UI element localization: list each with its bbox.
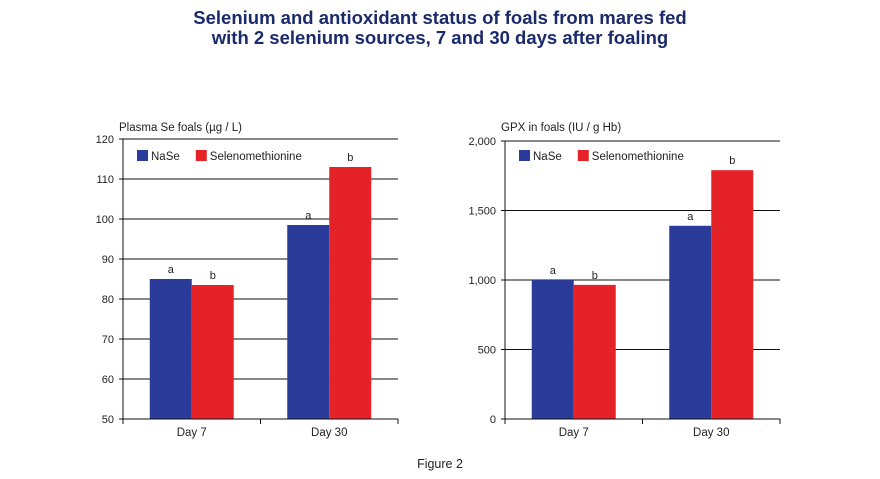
chart-title: Selenium and antioxidant status of foals… [0,8,880,48]
y-tick-label: 1,500 [468,206,496,218]
y-tick-label: 500 [478,345,496,357]
figure-caption: Figure 2 [417,457,463,471]
x-tick-label: Day 30 [693,427,729,439]
bar-selenomethionine-day-7 [573,284,616,419]
y-tick-label: 0 [490,414,496,426]
legend-label-nase: NaSe [151,151,180,163]
y-tick-label: 70 [102,334,114,346]
y-tick-label: 110 [96,174,114,186]
x-tick-label: Day 7 [177,427,207,439]
bar-selenomethionine-day-30 [329,167,372,419]
bar-selenomethionine-day-30 [711,170,754,419]
title-line-2: with 2 selenium sources, 7 and 30 days a… [211,27,669,48]
legend-label-selenomethionine: Selenomethionine [592,151,684,163]
y-tick-label: 80 [102,294,114,306]
y-axis-label: Plasma Se foals (µg / L) [119,122,242,134]
legend-label-nase: NaSe [533,151,562,163]
y-tick-label: 50 [102,414,114,426]
bar-nase-day-30 [287,225,330,419]
legend-label-selenomethionine: Selenomethionine [210,151,302,163]
y-tick-label: 100 [96,214,114,226]
legend-swatch-nase [137,150,148,161]
significance-label: a [687,211,694,223]
bar-selenomethionine-day-7 [191,285,234,419]
significance-label: b [210,270,216,282]
x-tick-label: Day 30 [311,427,347,439]
legend-swatch-selenomethionine [195,150,207,161]
legend-swatch-nase [519,150,530,161]
significance-label: a [550,265,557,277]
significance-label: b [347,152,353,164]
y-tick-label: 2,000 [468,136,496,148]
legend-swatch-selenomethionine [577,150,589,161]
y-tick-label: 120 [96,134,114,146]
y-tick-label: 60 [102,374,114,386]
significance-label: a [168,264,175,276]
bar-nase-day-30 [669,225,712,419]
bar-nase-day-7 [149,279,192,419]
bar-nase-day-7 [531,280,574,419]
significance-label: b [729,155,735,167]
significance-label: b [592,270,598,282]
significance-label: a [305,210,312,222]
x-tick-label: Day 7 [559,427,589,439]
y-axis-label: GPX in foals (IU / g Hb) [501,122,621,134]
title-line-1: Selenium and antioxidant status of foals… [193,7,687,28]
y-tick-label: 1,000 [468,275,496,287]
y-tick-label: 90 [102,254,114,266]
